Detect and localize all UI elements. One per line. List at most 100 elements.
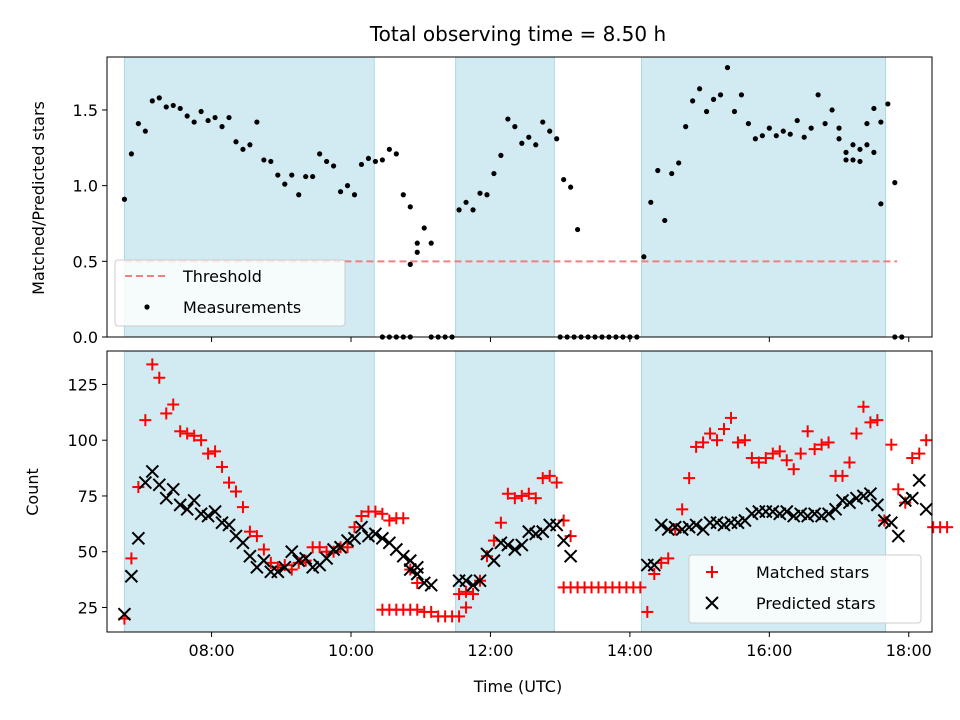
matched-star-point (153, 371, 166, 384)
measurement-point (836, 136, 842, 142)
matched-star-point (327, 545, 340, 558)
predicted-star-stroke-b (905, 491, 919, 505)
measurement-point (738, 92, 745, 98)
matched-star-point (669, 523, 682, 536)
measurement-point (170, 102, 176, 109)
top-y-ticks: 0.0 0.5 1.0 1.5 (73, 101, 107, 347)
matched-star-point (794, 447, 807, 460)
chart-title: Total observing time = 8.50 h (369, 22, 666, 46)
measurement-point (787, 131, 793, 137)
predicted-star-stroke-b (668, 520, 682, 534)
predicted-legend-swatch (705, 596, 719, 610)
predicted-star-point (515, 538, 529, 552)
predicted-stars-points (117, 464, 933, 621)
bottom-y-ticks: 25 50 75 100 125 (67, 375, 107, 617)
measurement-point (717, 92, 724, 98)
measurement-point (149, 98, 155, 104)
predicted-star-point (870, 498, 885, 512)
measurement-point (857, 158, 863, 165)
predicted-star-stroke-b (243, 549, 257, 563)
predicted-star-stroke-b (382, 536, 397, 550)
measurement-point (358, 161, 365, 168)
predicted-star-point (138, 475, 153, 490)
matched-star-point (125, 552, 138, 565)
measurement-point (648, 199, 654, 205)
predicted-star-point (319, 551, 334, 566)
measurement-point (463, 199, 469, 205)
measurement-point (554, 136, 560, 142)
matched-star-point (564, 530, 577, 543)
matched-star-point (223, 476, 236, 489)
predicted-star-stroke-b (417, 576, 431, 590)
matched-star-point (146, 358, 159, 371)
measurement-point (871, 149, 877, 155)
matched-star-point (515, 489, 528, 502)
matched-star-point (188, 429, 201, 442)
predicted-star-point (243, 549, 257, 563)
predicted-star-point (466, 578, 480, 592)
measurement-point (533, 142, 539, 148)
measurement-point (766, 125, 772, 131)
matched-star-point (892, 483, 905, 496)
measurement-point (330, 163, 337, 169)
shaded-observing-interval (641, 56, 887, 338)
predicted-star-point (173, 498, 187, 512)
predicted-star-point (375, 531, 390, 546)
predicted-star-stroke-b (375, 531, 390, 546)
predicted-star-stroke-b (187, 493, 201, 508)
predicted-star-stroke-b (710, 516, 724, 530)
predicted-star-stroke-b (138, 475, 153, 490)
matched-star-point (411, 576, 424, 589)
predicted-star-stroke-b (522, 524, 536, 539)
predicted-star-point (278, 560, 292, 575)
predicted-star-stroke-b (201, 509, 215, 523)
predicted-star-stroke-b (821, 507, 836, 521)
measurement-point (226, 114, 232, 121)
x-axis-label: Time (UTC) (473, 677, 562, 696)
measurement-point (414, 240, 420, 246)
measurement-point (254, 119, 260, 125)
predicted-star-stroke-b (124, 569, 139, 583)
measurement-point (519, 140, 525, 146)
measurement-point (379, 157, 385, 163)
matched-star-point (494, 516, 507, 529)
measurement-point (892, 180, 898, 186)
matched-star-point (648, 568, 661, 581)
matched-star-point (383, 514, 396, 527)
matched-star-point (278, 559, 291, 572)
matched-star-point (216, 460, 229, 473)
measurement-point (878, 119, 884, 125)
predicted-star-stroke-b (466, 578, 480, 592)
measurement-point (205, 117, 211, 124)
measurement-point (184, 113, 190, 119)
legend-measurements-label: Measurements (183, 298, 301, 317)
x-tick-label: 18:00 (886, 641, 932, 660)
x-tick-label: 16:00 (746, 641, 792, 660)
measurement-point (857, 146, 863, 152)
matched-star-point (292, 556, 305, 569)
predicted-star-stroke-b (173, 498, 187, 512)
matched-star-point (913, 447, 926, 460)
matched-star-point (731, 436, 744, 449)
predicted-star-point (780, 504, 794, 519)
measurement-point (456, 207, 462, 213)
predicted-star-point (654, 518, 668, 532)
measurement-point (669, 170, 675, 177)
measurement-point (310, 173, 316, 180)
predicted-star-point (257, 553, 271, 568)
measurement-point (864, 142, 870, 148)
predicted-star-point (919, 502, 933, 517)
matched-star-point (536, 472, 549, 485)
predicted-star-point (563, 549, 578, 563)
predicted-star-stroke-b (236, 536, 250, 550)
matched-star-point (202, 447, 215, 460)
matched-star-point (815, 438, 828, 451)
measurement-point (864, 120, 870, 127)
measurement-point (414, 249, 420, 255)
predicted-star-stroke-b (180, 502, 194, 517)
bottom-x-ticks: 08:00 10:00 12:00 14:00 16:00 18:00 (189, 632, 932, 660)
matched-star-point (724, 411, 737, 424)
measurement-point (282, 181, 288, 187)
measurement-point (641, 254, 647, 260)
matched-star-point (752, 456, 765, 469)
